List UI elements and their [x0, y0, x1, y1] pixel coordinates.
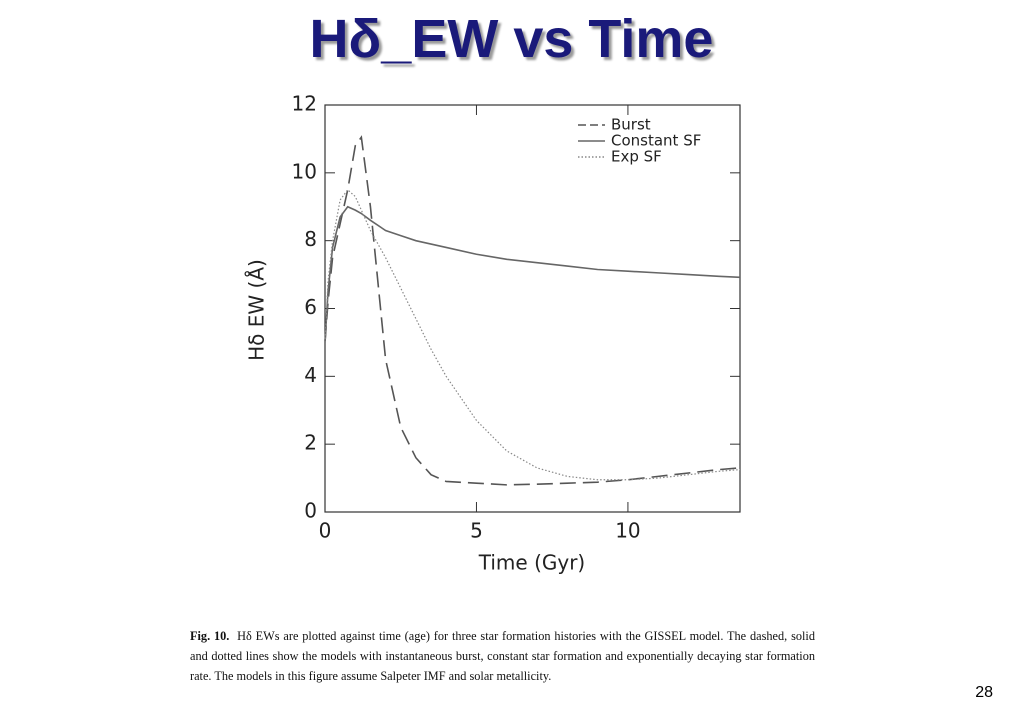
- slide-title: Hδ_EW vs Time: [309, 9, 714, 69]
- x-tick-label: 0: [319, 519, 332, 543]
- caption-text: Hδ EWs are plotted against time (age) fo…: [190, 629, 815, 683]
- y-tick-label: 0: [304, 499, 317, 523]
- x-axis-label: Time (Gyr): [478, 551, 585, 575]
- y-tick-label: 12: [292, 92, 317, 116]
- y-axis-label: Hδ EW (Å): [245, 259, 269, 361]
- caption: Fig. 10. Hδ EWs are plotted against time…: [190, 626, 815, 686]
- legend-label: Constant SF: [611, 132, 701, 150]
- series-line: [324, 188, 741, 481]
- caption-label: Fig. 10.: [190, 629, 230, 643]
- y-tick-label: 8: [304, 227, 317, 251]
- series-line: [324, 205, 741, 343]
- plot-frame: [324, 104, 741, 513]
- legend-label: Burst: [611, 116, 651, 134]
- x-tick-label: 10: [615, 519, 640, 543]
- legend-label: Exp SF: [611, 148, 662, 166]
- series-line: [324, 135, 741, 486]
- y-tick-label: 10: [292, 159, 317, 183]
- y-tick-label: 4: [304, 363, 317, 387]
- y-tick-label: 6: [304, 295, 317, 319]
- x-tick-label: 5: [470, 519, 483, 543]
- chart: Time (Gyr) Hδ EW (Å) 0 2 4 6 8 10 12 0 5 10 BurstC…: [245, 92, 741, 575]
- page-number: 28: [975, 684, 993, 701]
- y-tick-label: 2: [304, 431, 317, 455]
